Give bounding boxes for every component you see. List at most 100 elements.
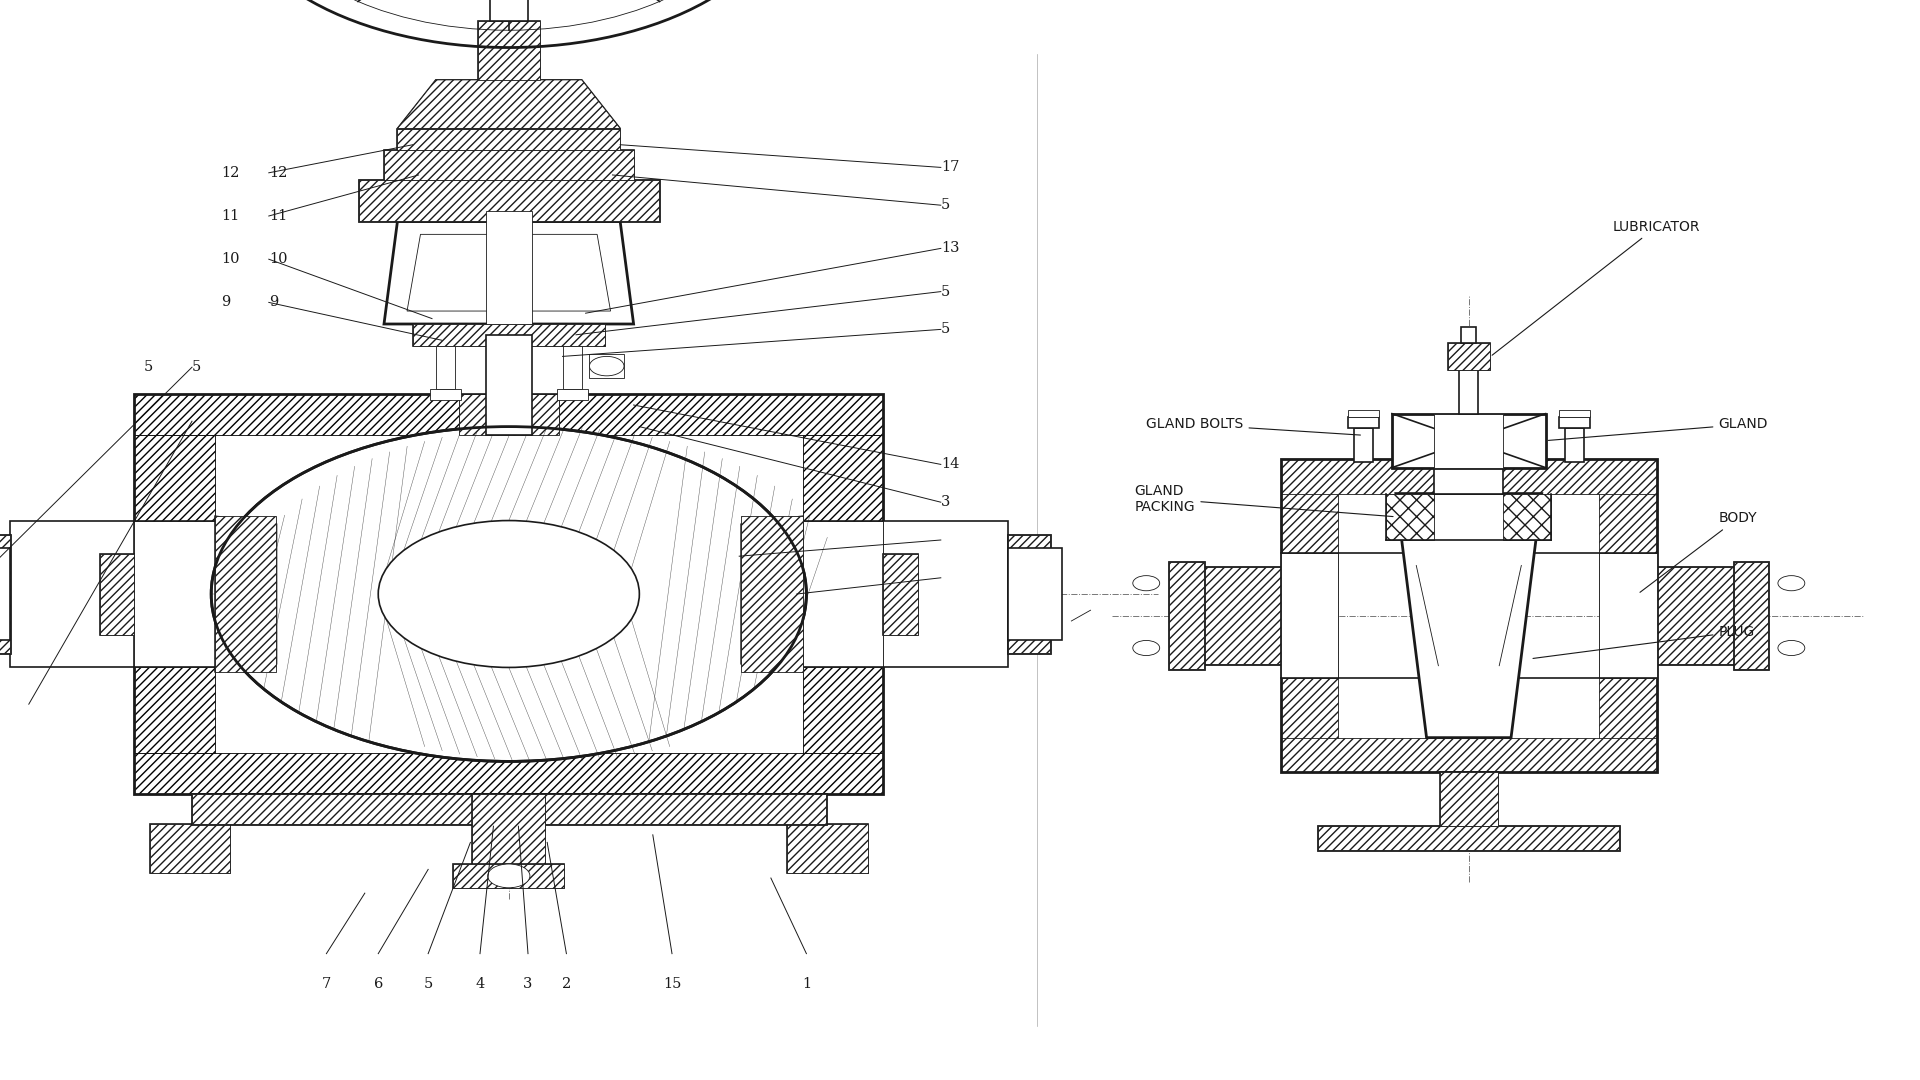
- Text: GLAND
PACKING: GLAND PACKING: [1135, 484, 1394, 516]
- Bar: [1657, 567, 1734, 664]
- Bar: [1392, 414, 1546, 468]
- Bar: [490, 0, 528, 21]
- Bar: [1319, 826, 1619, 850]
- Text: 3: 3: [524, 977, 532, 991]
- Bar: [413, 324, 605, 346]
- Bar: [192, 794, 826, 824]
- Bar: [359, 180, 659, 221]
- Circle shape: [488, 864, 530, 888]
- Bar: [787, 824, 868, 873]
- Text: 12: 12: [269, 166, 288, 179]
- Bar: [453, 864, 564, 888]
- Bar: [589, 354, 624, 378]
- Bar: [1434, 414, 1503, 468]
- Polygon shape: [397, 80, 620, 129]
- Bar: [1461, 327, 1476, 343]
- Bar: [0, 548, 10, 639]
- Text: 9: 9: [269, 296, 278, 309]
- Bar: [1169, 562, 1204, 669]
- Bar: [134, 521, 215, 667]
- Bar: [0, 535, 10, 653]
- Bar: [397, 129, 620, 150]
- Bar: [1459, 370, 1478, 414]
- Circle shape: [1778, 640, 1805, 656]
- Bar: [413, 324, 605, 346]
- Text: 8: 8: [144, 415, 154, 428]
- Circle shape: [1778, 576, 1805, 591]
- Bar: [134, 394, 883, 435]
- Polygon shape: [1396, 494, 1542, 738]
- Bar: [1440, 772, 1498, 826]
- Bar: [1281, 459, 1338, 772]
- Text: BODY: BODY: [1640, 512, 1757, 592]
- Text: 9: 9: [221, 296, 230, 309]
- Bar: [459, 394, 559, 435]
- Text: PLUG: PLUG: [1532, 625, 1755, 659]
- Bar: [1434, 454, 1503, 494]
- Text: 13: 13: [941, 242, 960, 255]
- Circle shape: [378, 521, 639, 667]
- Bar: [1734, 562, 1768, 669]
- Bar: [803, 435, 883, 753]
- Bar: [1348, 417, 1379, 428]
- Bar: [1386, 494, 1434, 540]
- Text: 3: 3: [941, 496, 950, 509]
- Bar: [384, 150, 634, 180]
- Circle shape: [1133, 576, 1160, 591]
- Text: 12: 12: [221, 166, 240, 179]
- Text: 15: 15: [662, 977, 682, 991]
- Text: 4: 4: [476, 977, 484, 991]
- Bar: [453, 864, 564, 888]
- Text: 10: 10: [269, 253, 288, 266]
- Bar: [150, 824, 230, 873]
- Bar: [563, 346, 582, 389]
- Bar: [436, 346, 455, 389]
- Text: 11: 11: [221, 210, 240, 222]
- Bar: [486, 211, 532, 324]
- Bar: [486, 335, 532, 435]
- Polygon shape: [407, 234, 611, 311]
- Text: LUBRICATOR: LUBRICATOR: [1492, 220, 1701, 355]
- Bar: [430, 389, 461, 400]
- Bar: [472, 794, 545, 864]
- Bar: [741, 516, 803, 672]
- Bar: [10, 521, 134, 667]
- Bar: [1599, 459, 1657, 772]
- Bar: [150, 824, 230, 873]
- Bar: [1169, 562, 1204, 669]
- Bar: [459, 394, 559, 435]
- Bar: [444, 346, 574, 394]
- Bar: [1503, 494, 1551, 540]
- Bar: [1559, 417, 1590, 428]
- Text: 5: 5: [424, 977, 432, 991]
- Bar: [1448, 343, 1490, 370]
- Bar: [803, 521, 883, 667]
- Bar: [1281, 459, 1657, 772]
- Polygon shape: [215, 516, 276, 672]
- Bar: [1204, 567, 1281, 664]
- Bar: [478, 21, 540, 80]
- Text: 7: 7: [323, 977, 330, 991]
- Bar: [134, 753, 883, 794]
- Circle shape: [1133, 640, 1160, 656]
- Text: 5: 5: [192, 361, 202, 374]
- Bar: [1008, 535, 1050, 653]
- Bar: [1565, 428, 1584, 462]
- Text: 5: 5: [941, 285, 950, 298]
- Bar: [134, 394, 883, 794]
- Text: 6: 6: [374, 977, 382, 991]
- Bar: [0, 535, 10, 653]
- Bar: [787, 824, 868, 873]
- Bar: [192, 794, 826, 824]
- Bar: [1657, 567, 1734, 664]
- Bar: [1348, 410, 1379, 417]
- Circle shape: [211, 427, 806, 761]
- Bar: [1008, 535, 1050, 653]
- Text: 8: 8: [192, 415, 202, 428]
- Bar: [1319, 826, 1619, 850]
- Text: 14: 14: [941, 458, 960, 471]
- Text: GLAND BOLTS: GLAND BOLTS: [1146, 418, 1361, 435]
- Text: 5: 5: [144, 361, 154, 374]
- Bar: [883, 521, 1008, 667]
- Text: 17: 17: [941, 161, 960, 174]
